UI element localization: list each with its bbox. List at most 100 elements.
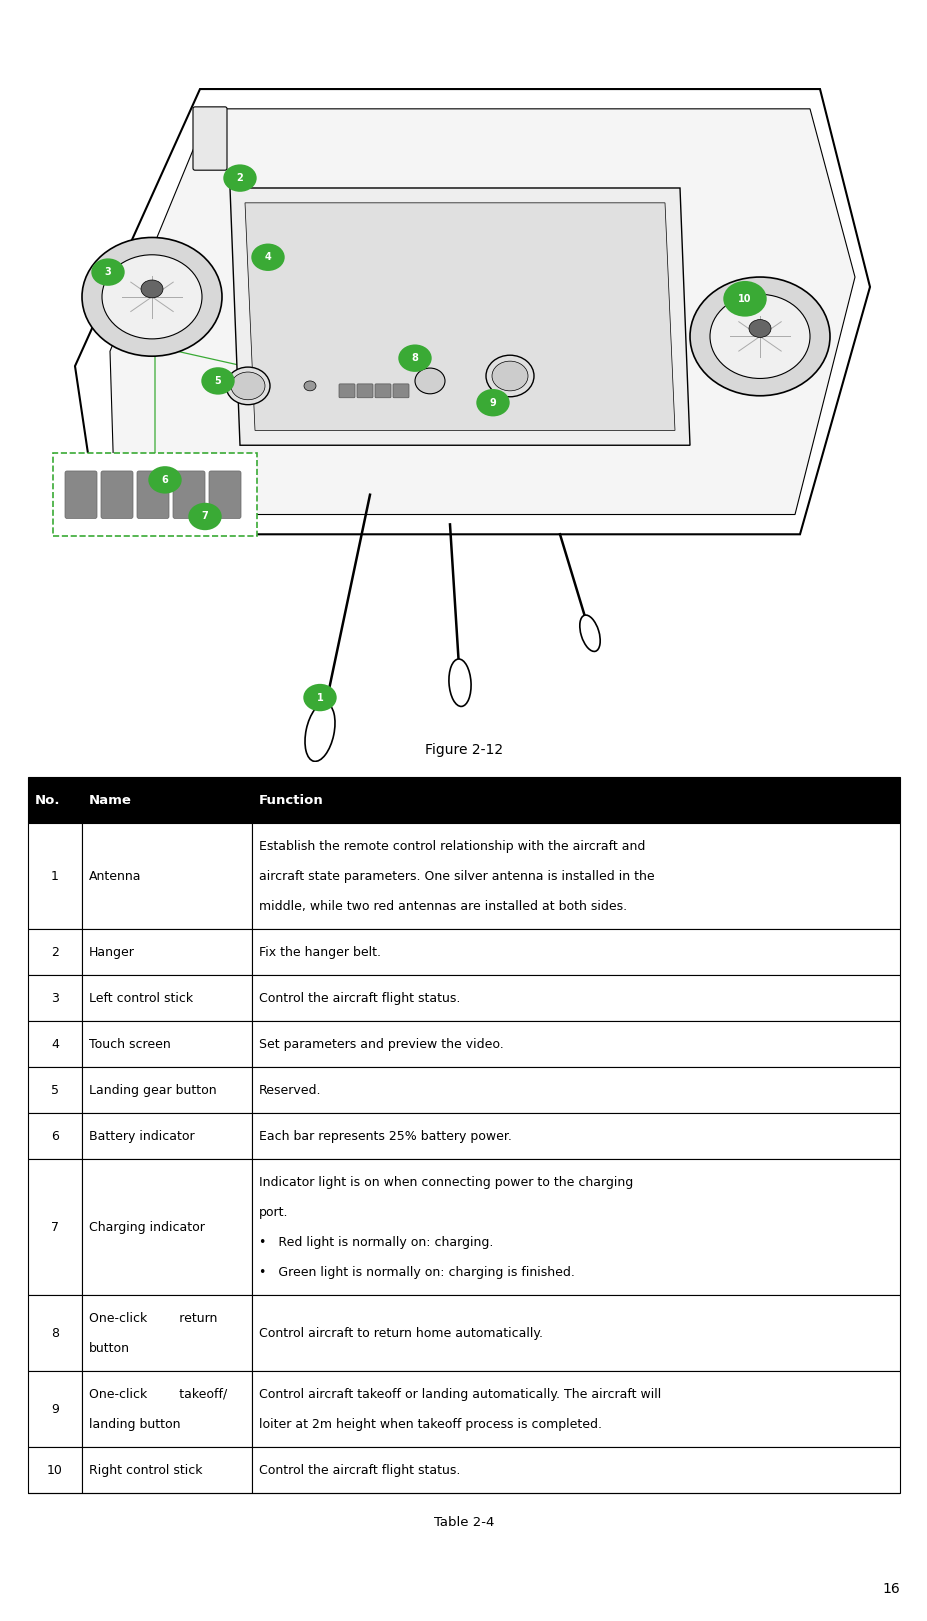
Ellipse shape xyxy=(414,368,445,394)
Text: •   Green light is normally on: charging is finished.: • Green light is normally on: charging i… xyxy=(259,1266,574,1279)
Ellipse shape xyxy=(91,258,124,285)
Text: Control aircraft takeoff or landing automatically. The aircraft will: Control aircraft takeoff or landing auto… xyxy=(259,1388,661,1401)
Text: 4: 4 xyxy=(264,253,271,263)
Ellipse shape xyxy=(486,355,533,397)
FancyBboxPatch shape xyxy=(252,778,899,823)
Text: Set parameters and preview the video.: Set parameters and preview the video. xyxy=(259,1037,503,1050)
Polygon shape xyxy=(230,188,690,446)
FancyBboxPatch shape xyxy=(82,778,252,823)
FancyBboxPatch shape xyxy=(82,1371,252,1448)
FancyBboxPatch shape xyxy=(172,472,205,519)
FancyBboxPatch shape xyxy=(252,823,899,929)
FancyBboxPatch shape xyxy=(28,778,82,823)
Ellipse shape xyxy=(305,704,335,762)
FancyBboxPatch shape xyxy=(28,1371,82,1448)
Text: Figure 2-12: Figure 2-12 xyxy=(425,742,502,757)
FancyBboxPatch shape xyxy=(82,823,252,929)
Text: loiter at 2m height when takeoff process is completed.: loiter at 2m height when takeoff process… xyxy=(259,1418,602,1431)
FancyBboxPatch shape xyxy=(82,929,252,976)
Ellipse shape xyxy=(82,237,222,357)
Text: 1: 1 xyxy=(316,692,323,702)
Text: 3: 3 xyxy=(51,992,58,1005)
FancyBboxPatch shape xyxy=(357,384,373,397)
Text: 9: 9 xyxy=(489,397,496,408)
FancyBboxPatch shape xyxy=(82,1295,252,1371)
Text: •   Red light is normally on: charging.: • Red light is normally on: charging. xyxy=(259,1235,493,1248)
Ellipse shape xyxy=(449,660,471,707)
Text: Table 2-4: Table 2-4 xyxy=(433,1516,494,1529)
FancyBboxPatch shape xyxy=(82,1021,252,1067)
FancyBboxPatch shape xyxy=(82,1114,252,1159)
FancyBboxPatch shape xyxy=(252,1371,899,1448)
FancyBboxPatch shape xyxy=(82,1067,252,1114)
Text: Each bar represents 25% battery power.: Each bar represents 25% battery power. xyxy=(259,1130,512,1143)
FancyBboxPatch shape xyxy=(252,1159,899,1295)
Text: 8: 8 xyxy=(411,353,418,363)
Text: No.: No. xyxy=(35,794,60,807)
FancyBboxPatch shape xyxy=(82,1448,252,1493)
Text: 10: 10 xyxy=(738,293,751,303)
FancyBboxPatch shape xyxy=(338,384,355,397)
FancyBboxPatch shape xyxy=(28,976,82,1021)
Text: aircraft state parameters. One silver antenna is installed in the: aircraft state parameters. One silver an… xyxy=(259,870,654,883)
FancyBboxPatch shape xyxy=(252,976,899,1021)
Text: Touch screen: Touch screen xyxy=(89,1037,171,1050)
Polygon shape xyxy=(75,89,870,535)
Ellipse shape xyxy=(102,254,202,339)
Text: 6: 6 xyxy=(51,1130,58,1143)
Text: 10: 10 xyxy=(47,1464,63,1477)
Ellipse shape xyxy=(226,366,270,405)
Text: 1: 1 xyxy=(51,870,58,883)
Ellipse shape xyxy=(188,503,222,530)
FancyBboxPatch shape xyxy=(252,1295,899,1371)
Text: Control the aircraft flight status.: Control the aircraft flight status. xyxy=(259,1464,460,1477)
Ellipse shape xyxy=(304,381,316,391)
Ellipse shape xyxy=(476,389,509,417)
Ellipse shape xyxy=(491,361,527,391)
Text: One-click        return: One-click return xyxy=(89,1311,217,1324)
Ellipse shape xyxy=(748,319,770,337)
FancyBboxPatch shape xyxy=(252,1021,899,1067)
Text: 8: 8 xyxy=(51,1328,58,1341)
FancyBboxPatch shape xyxy=(375,384,390,397)
Text: 3: 3 xyxy=(105,267,111,277)
FancyBboxPatch shape xyxy=(209,472,241,519)
Text: 9: 9 xyxy=(51,1402,58,1415)
FancyBboxPatch shape xyxy=(28,1159,82,1295)
FancyBboxPatch shape xyxy=(101,472,133,519)
FancyBboxPatch shape xyxy=(28,1448,82,1493)
Text: Hanger: Hanger xyxy=(89,947,134,960)
Text: middle, while two red antennas are installed at both sides.: middle, while two red antennas are insta… xyxy=(259,900,627,913)
Text: landing button: landing button xyxy=(89,1418,180,1431)
FancyBboxPatch shape xyxy=(252,929,899,976)
Ellipse shape xyxy=(709,295,809,378)
Text: Control aircraft to return home automatically.: Control aircraft to return home automati… xyxy=(259,1328,542,1341)
Ellipse shape xyxy=(398,345,431,371)
Text: Battery indicator: Battery indicator xyxy=(89,1130,195,1143)
Text: 7: 7 xyxy=(51,1221,58,1234)
Text: 2: 2 xyxy=(236,173,243,183)
Ellipse shape xyxy=(148,467,182,493)
FancyBboxPatch shape xyxy=(28,1114,82,1159)
Text: Fix the hanger belt.: Fix the hanger belt. xyxy=(259,947,381,960)
Text: 2: 2 xyxy=(51,947,58,960)
Text: Reserved.: Reserved. xyxy=(259,1084,321,1097)
Ellipse shape xyxy=(231,373,265,400)
FancyBboxPatch shape xyxy=(28,823,82,929)
Text: Charging indicator: Charging indicator xyxy=(89,1221,205,1234)
Text: 5: 5 xyxy=(51,1084,58,1097)
FancyBboxPatch shape xyxy=(392,384,409,397)
Text: 5: 5 xyxy=(214,376,222,386)
Text: Function: Function xyxy=(259,794,324,807)
FancyBboxPatch shape xyxy=(53,454,257,537)
Text: Name: Name xyxy=(89,794,132,807)
Text: button: button xyxy=(89,1342,130,1355)
FancyBboxPatch shape xyxy=(252,1067,899,1114)
Polygon shape xyxy=(245,203,674,431)
FancyBboxPatch shape xyxy=(65,472,97,519)
Ellipse shape xyxy=(223,164,257,191)
FancyBboxPatch shape xyxy=(137,472,169,519)
Text: 6: 6 xyxy=(161,475,168,485)
Text: Indicator light is on when connecting power to the charging: Indicator light is on when connecting po… xyxy=(259,1175,632,1188)
Text: 4: 4 xyxy=(51,1037,58,1050)
